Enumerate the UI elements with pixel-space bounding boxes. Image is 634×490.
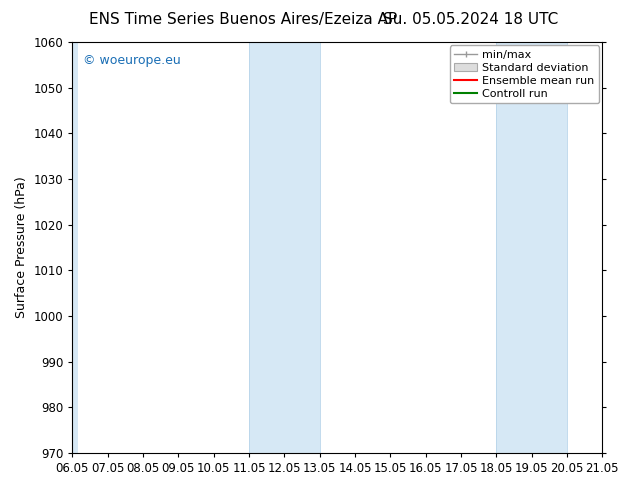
Text: © woeurope.eu: © woeurope.eu <box>83 54 181 68</box>
Legend: min/max, Standard deviation, Ensemble mean run, Controll run: min/max, Standard deviation, Ensemble me… <box>450 46 599 103</box>
Bar <box>72 42 77 453</box>
Text: Su. 05.05.2024 18 UTC: Su. 05.05.2024 18 UTC <box>383 12 558 27</box>
Bar <box>249 42 320 453</box>
Bar <box>496 42 567 453</box>
Y-axis label: Surface Pressure (hPa): Surface Pressure (hPa) <box>15 176 28 318</box>
Text: ENS Time Series Buenos Aires/Ezeiza AP: ENS Time Series Buenos Aires/Ezeiza AP <box>89 12 397 27</box>
